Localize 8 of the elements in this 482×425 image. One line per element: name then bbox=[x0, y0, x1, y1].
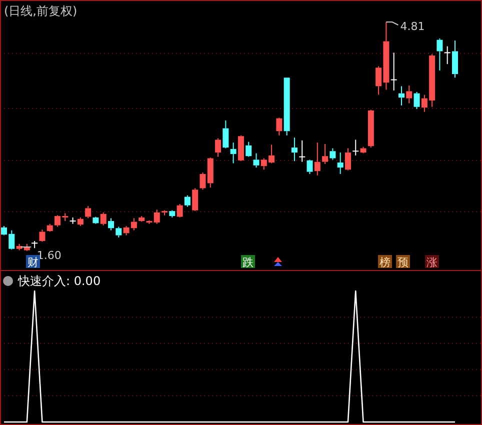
event-label: 预 bbox=[396, 255, 410, 269]
annotation: 4.81 bbox=[400, 20, 425, 33]
event-label: 榜 bbox=[378, 255, 392, 269]
chart-title: (日线,前复权) bbox=[4, 4, 78, 18]
note-high: 4.81 bbox=[386, 20, 425, 33]
event-label: 涨 bbox=[425, 255, 439, 269]
series-label: 快速介入: 0.00 bbox=[17, 274, 101, 288]
event-label: 跌 bbox=[241, 255, 255, 269]
